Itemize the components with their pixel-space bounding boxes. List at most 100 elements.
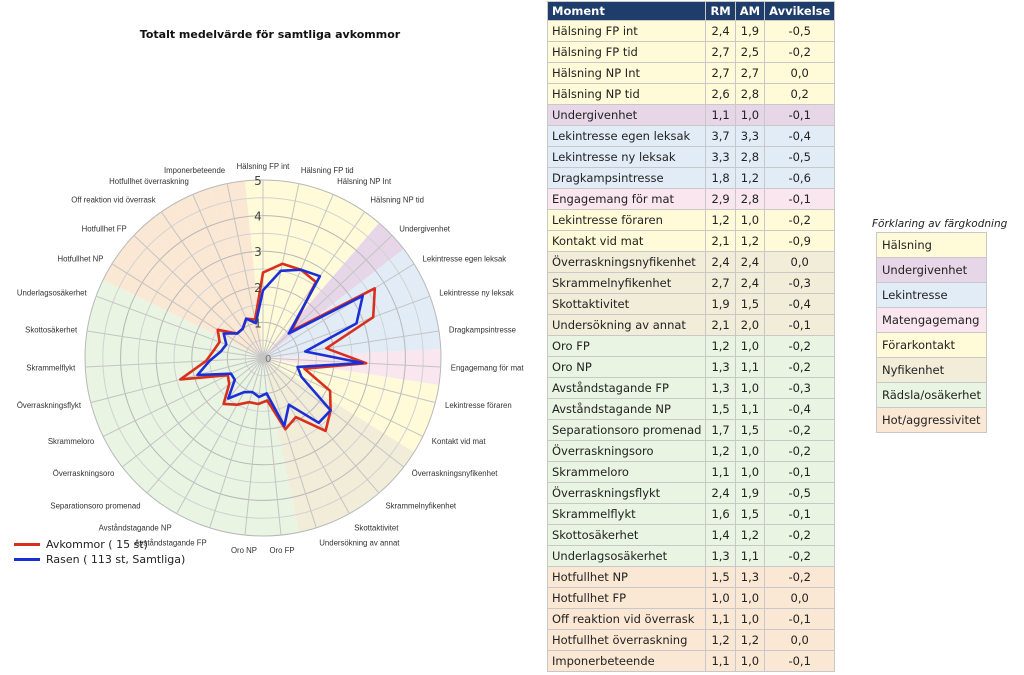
axis-spoke [262, 295, 431, 359]
table-cell-rm: 2,4 [705, 482, 736, 504]
table-cell-rm: 2,7 [705, 272, 736, 294]
series-line-avkommor [179, 262, 377, 433]
axis-label: Skrammeloro [48, 437, 95, 446]
sector-radsla [111, 358, 264, 481]
table-cell-moment: Imponerbeteende [546, 650, 707, 672]
table-cell-avvikelse: -0,6 [764, 167, 836, 189]
axis-spoke [85, 357, 264, 368]
sector-radsla [96, 358, 263, 453]
legend-item-rasen: Rasen ( 113 st, Samtliga) [14, 552, 185, 567]
table-cell-rm: 1,8 [705, 167, 736, 189]
axis-spoke [176, 357, 264, 514]
table-row: Separationsoro promenad 1,7 1,5 -0,2 [546, 419, 836, 441]
tick-label: 5 [254, 174, 262, 188]
table-cell-moment: Oro FP [546, 335, 707, 357]
table-row: Skrammelflykt 1,6 1,5 -0,1 [546, 503, 836, 525]
table-cell-avvikelse: 0,0 [764, 251, 836, 273]
axis-label: Separationsoro promenad [50, 502, 140, 511]
table-cell-moment: Undergivenhet [546, 104, 707, 126]
table-row: Oro FP 1,2 1,0 -0,2 [546, 335, 836, 357]
table-row: Undersökning av annat 2,1 2,0 -0,1 [546, 314, 836, 336]
table-cell-am: 1,0 [734, 587, 766, 609]
table-row: Engagemang för mat 2,9 2,8 -0,1 [546, 188, 836, 210]
table-cell-rm: 3,7 [705, 125, 736, 147]
table-row: Dragkampsintresse 1,8 1,2 -0,6 [546, 167, 836, 189]
table-row: Hälsning FP int 2,4 1,9 -0,5 [546, 20, 836, 42]
axis-label: Hälsning NP Int [337, 177, 392, 186]
table-cell-rm: 1,9 [705, 293, 736, 315]
axis-spoke [111, 263, 264, 359]
axis-label: Skottaktivitet [354, 523, 399, 532]
axis-spoke [192, 194, 264, 359]
table-cell-am: 1,2 [734, 524, 766, 546]
table-cell-am: 2,4 [734, 251, 766, 273]
table-cell-avvikelse: -0,1 [764, 104, 836, 126]
table-cell-am: 1,2 [734, 629, 766, 651]
axis-spoke [262, 357, 424, 437]
color-key: Förklaring av färgkodning Hälsning Underg… [872, 218, 1007, 433]
color-key-label: Rädsla/osäkerhet [876, 382, 987, 408]
table-cell-moment: Hotfullhet NP [546, 566, 707, 588]
table-cell-rm: 2,4 [705, 20, 736, 42]
table-cell-am: 1,0 [734, 209, 766, 231]
color-key-item: Hälsning [876, 232, 987, 258]
sector-forarkontakt [263, 358, 439, 420]
table-cell-moment: Kontakt vid mat [546, 230, 707, 252]
axis-label: Hotfullhet överraskning [109, 177, 189, 186]
table-cell-am: 1,1 [734, 398, 766, 420]
sector-hot [209, 180, 263, 358]
color-key-label: Lekintresse [876, 282, 987, 308]
table-row: Hälsning FP tid 2,7 2,5 -0,2 [546, 41, 836, 63]
table-row: Lekintresse egen leksak 3,7 3,3 -0,4 [546, 125, 836, 147]
table-cell-avvikelse: -0,1 [764, 188, 836, 210]
axis-label: Skottosäkerhet [25, 326, 78, 335]
sector-nyfikenhet [263, 358, 334, 533]
axis-spoke [262, 263, 415, 359]
table-cell-avvikelse: -0,4 [764, 398, 836, 420]
table-cell-avvikelse: -0,2 [764, 419, 836, 441]
sector-hot [176, 188, 263, 358]
axis-label: Undergivenhet [399, 224, 451, 233]
axis-spoke [262, 357, 317, 528]
axis-label: Hälsning NP tid [370, 196, 424, 205]
sector-nyfikenhet [263, 358, 415, 481]
table-cell-rm: 1,1 [705, 104, 736, 126]
tick-label: 1 [254, 316, 262, 330]
table-cell-rm: 1,6 [705, 503, 736, 525]
axis-spoke [160, 211, 264, 359]
color-key-item: Lekintresse [876, 282, 987, 308]
table-row: Lekintresse föraren 1,2 1,0 -0,2 [546, 209, 836, 231]
table-cell-am: 1,3 [734, 566, 766, 588]
table-cell-rm: 1,5 [705, 566, 736, 588]
table-row: Undergivenhet 1,1 1,0 -0,1 [546, 104, 836, 126]
table-cell-rm: 2,7 [705, 41, 736, 63]
table-cell-avvikelse: -0,1 [764, 314, 836, 336]
table-cell-avvikelse: -0,2 [764, 209, 836, 231]
sector-nyfikenhet [263, 358, 365, 522]
table-row: Skottosäkerhet 1,4 1,2 -0,2 [546, 524, 836, 546]
table-cell-moment: Överraskningsoro [546, 440, 707, 462]
table-cell-avvikelse: 0,0 [764, 62, 836, 84]
axis-label: Hälsning FP int [237, 162, 291, 171]
table-row: Kontakt vid mat 2,1 1,2 -0,9 [546, 230, 836, 252]
color-key-label: Förarkontakt [876, 332, 987, 358]
table-cell-moment: Skottaktivitet [546, 293, 707, 315]
axis-label: Hälsning FP tid [301, 166, 354, 175]
axis-label: Imponerbeteende [164, 166, 225, 175]
axis-spoke [244, 357, 264, 536]
axis-label: Överraskningsoro [53, 469, 115, 478]
table-cell-rm: 1,2 [705, 629, 736, 651]
table-cell-am: 1,9 [734, 482, 766, 504]
axis-label: Avståndstagande FP [134, 538, 206, 547]
table-cell-am: 1,9 [734, 20, 766, 42]
sector-lekintresse [263, 313, 441, 358]
table-cell-rm: 3,3 [705, 146, 736, 168]
table-cell-am: 2,8 [734, 146, 766, 168]
table-body: Hälsning FP int 2,4 1,9 -0,5 Hälsning FP tid… [546, 20, 836, 672]
axis-label: Hotfullhet FP [82, 224, 127, 233]
tick-label: 2 [254, 281, 262, 295]
axis-label: Kontakt vid mat [432, 437, 487, 446]
table-cell-moment: Hälsning NP tid [546, 83, 707, 105]
table-cell-moment: Hälsning FP tid [546, 41, 707, 63]
header-avvikelse: Avvikelse [764, 1, 836, 21]
